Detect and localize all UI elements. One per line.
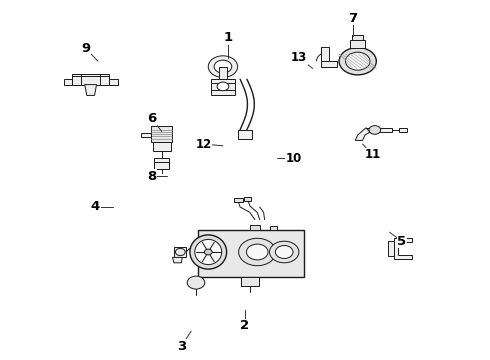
Polygon shape xyxy=(394,238,412,259)
Polygon shape xyxy=(85,85,97,95)
Polygon shape xyxy=(172,257,182,263)
Bar xyxy=(244,197,251,201)
Bar xyxy=(250,225,260,230)
Text: 10: 10 xyxy=(286,152,302,165)
Polygon shape xyxy=(109,79,118,85)
Bar xyxy=(238,130,252,139)
Polygon shape xyxy=(72,74,109,85)
Circle shape xyxy=(339,48,376,75)
Bar xyxy=(350,40,365,48)
Text: 12: 12 xyxy=(195,138,212,150)
Circle shape xyxy=(369,126,381,134)
Bar xyxy=(241,277,259,286)
Polygon shape xyxy=(321,61,337,67)
Polygon shape xyxy=(153,142,171,151)
Bar xyxy=(270,226,277,230)
Circle shape xyxy=(204,249,212,255)
Polygon shape xyxy=(198,230,304,277)
Text: 13: 13 xyxy=(291,51,307,64)
Circle shape xyxy=(217,82,229,91)
Text: 3: 3 xyxy=(177,340,186,353)
Polygon shape xyxy=(174,247,186,257)
Text: 1: 1 xyxy=(223,31,232,44)
Circle shape xyxy=(246,244,268,260)
Circle shape xyxy=(345,52,370,70)
Polygon shape xyxy=(211,79,235,95)
Text: 9: 9 xyxy=(81,42,90,55)
Polygon shape xyxy=(151,126,172,142)
Ellipse shape xyxy=(190,235,226,269)
Polygon shape xyxy=(154,158,169,169)
Polygon shape xyxy=(399,128,407,132)
Text: 8: 8 xyxy=(147,170,156,183)
Polygon shape xyxy=(141,133,151,137)
Polygon shape xyxy=(355,128,370,140)
Circle shape xyxy=(175,248,185,256)
Text: 7: 7 xyxy=(348,12,357,24)
Bar xyxy=(234,198,243,202)
Polygon shape xyxy=(388,241,394,256)
Bar xyxy=(352,35,363,40)
Circle shape xyxy=(275,246,293,258)
Polygon shape xyxy=(64,79,72,85)
Bar xyxy=(219,67,227,79)
Text: 4: 4 xyxy=(91,201,100,213)
Circle shape xyxy=(270,241,299,263)
Ellipse shape xyxy=(195,239,221,265)
Circle shape xyxy=(239,238,276,266)
Circle shape xyxy=(187,276,205,289)
Circle shape xyxy=(214,60,232,73)
Text: 6: 6 xyxy=(147,112,156,125)
Polygon shape xyxy=(321,47,329,61)
Text: 5: 5 xyxy=(397,235,406,248)
Text: 11: 11 xyxy=(364,148,381,161)
Polygon shape xyxy=(366,128,392,132)
Text: 2: 2 xyxy=(241,319,249,332)
Circle shape xyxy=(208,56,238,77)
